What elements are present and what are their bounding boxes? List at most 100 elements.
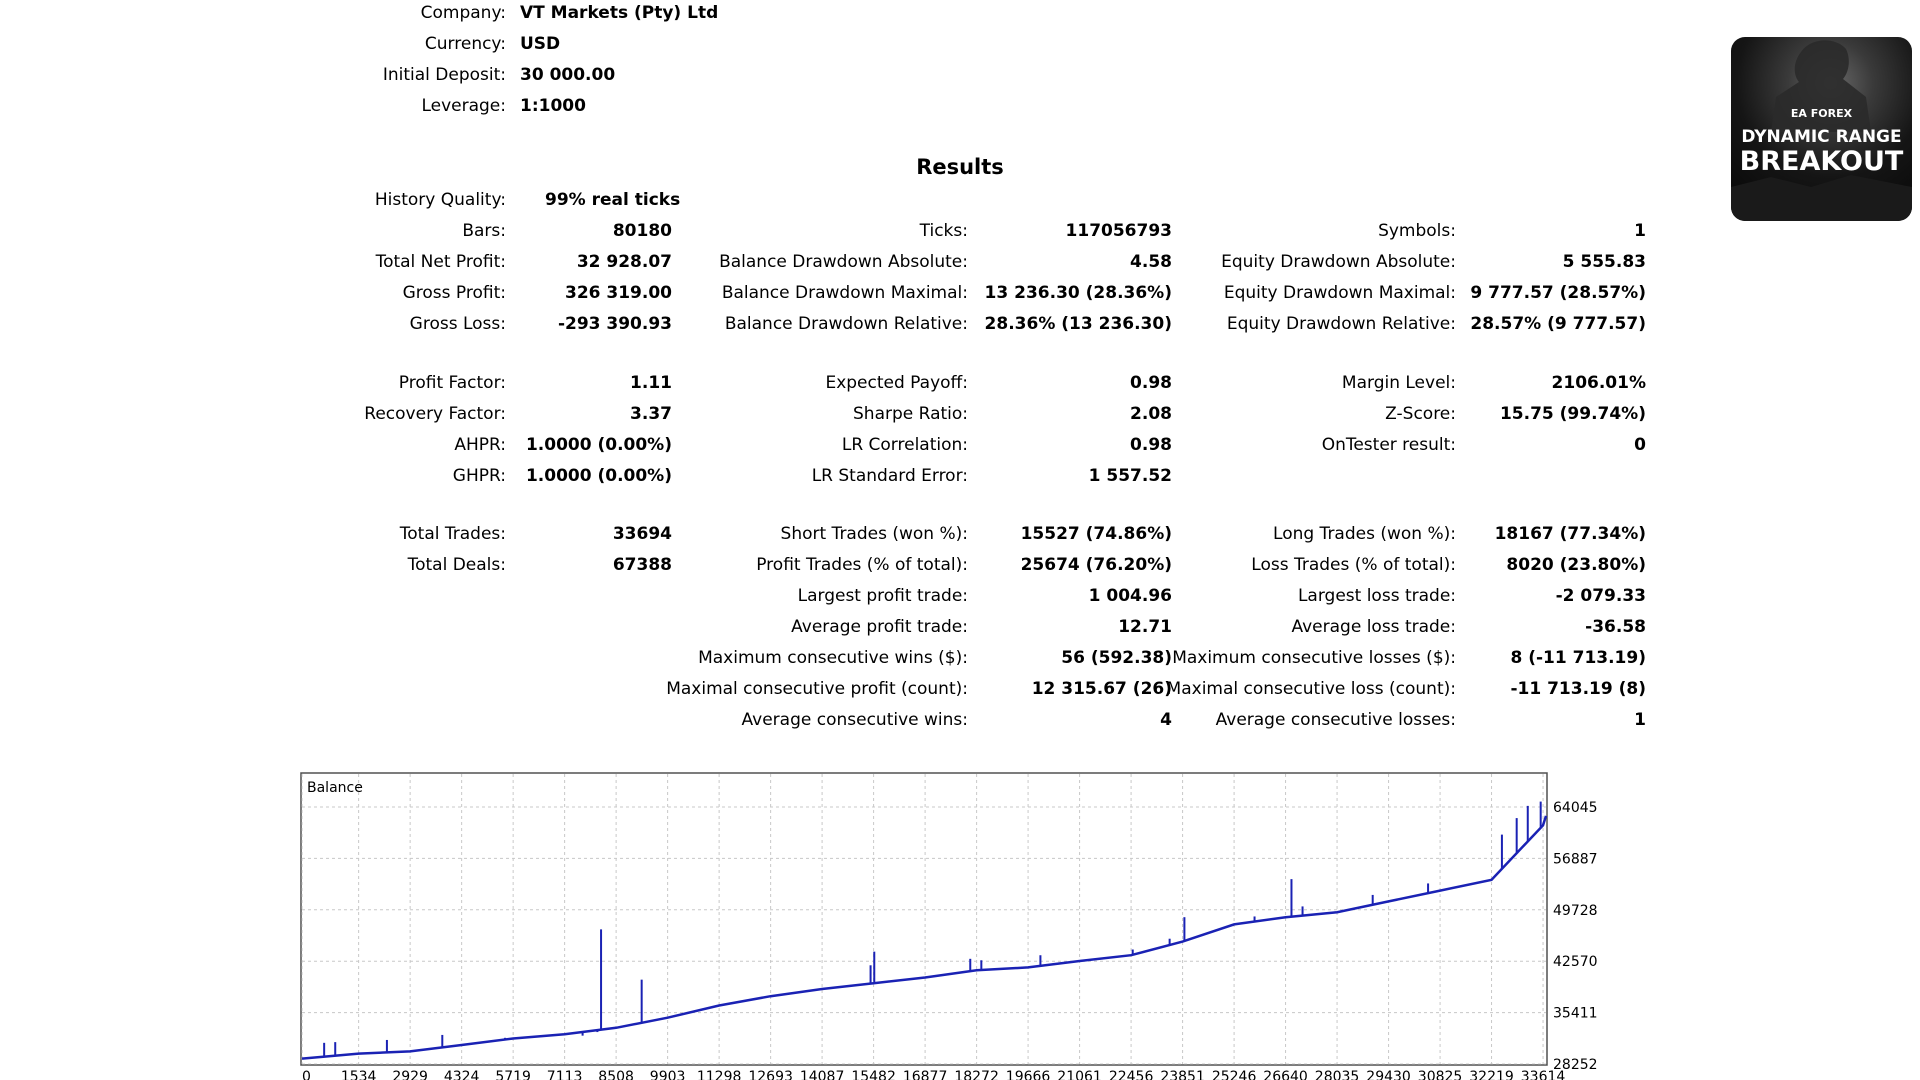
chart-frame — [300, 772, 1548, 1066]
stat-value: 2106.01% — [1551, 373, 1646, 393]
stat-value: 0.98 — [1130, 373, 1172, 393]
stat-label: Total Trades: — [399, 524, 506, 544]
stat-value: 28.36% (13 236.30) — [984, 314, 1172, 334]
stat-value: 15527 (74.86%) — [1020, 524, 1172, 544]
currency-value: USD — [520, 34, 561, 54]
stat-value: 15.75 (99.74%) — [1499, 404, 1646, 424]
stat-value: -11 713.19 (8) — [1510, 679, 1646, 699]
stat-label: Equity Drawdown Relative: — [1226, 314, 1456, 334]
x-tick-label: 18272 — [954, 1069, 999, 1080]
stat-label: Total Net Profit: — [375, 252, 506, 272]
stat-label: Largest profit trade: — [797, 586, 968, 606]
x-tick-label: 32219 — [1469, 1069, 1514, 1080]
x-tick-label: 16877 — [903, 1069, 948, 1080]
stat-label: Gross Loss: — [409, 314, 506, 334]
x-tick-label: 25246 — [1212, 1069, 1257, 1080]
stat-value: -293 390.93 — [557, 314, 672, 334]
stat-value: 5 555.83 — [1562, 252, 1646, 272]
stat-value: -36.58 — [1585, 617, 1646, 637]
chart-x-axis: 0 1534 2929 4324 5719 7113 8508 9903 11298 12693 1… — [302, 1069, 1565, 1080]
stat-label: OnTester result: — [1321, 435, 1456, 455]
stat-label: Largest loss trade: — [1297, 586, 1456, 606]
currency-label: Currency: — [424, 34, 506, 54]
stat-value: -2 079.33 — [1555, 586, 1646, 606]
stat-label: Average profit trade: — [791, 617, 968, 637]
stat-value: 8 (-11 713.19) — [1510, 648, 1646, 668]
stat-value: 1.0000 (0.00%) — [525, 435, 672, 455]
stat-label: Margin Level: — [1341, 373, 1456, 393]
stat-label: Maximum consecutive wins ($): — [698, 648, 968, 668]
stat-value: 1.0000 (0.00%) — [525, 466, 672, 486]
stat-label: Expected Payoff: — [825, 373, 968, 393]
x-tick-label: 30825 — [1418, 1069, 1463, 1080]
logo-line-2: DYNAMIC RANGE — [1741, 127, 1902, 147]
brand-logo: EA FOREX DYNAMIC RANGE BREAKOUT — [1731, 37, 1912, 221]
stat-value: 13 236.30 (28.36%) — [984, 283, 1172, 303]
stat-label: Balance Drawdown Maximal: — [721, 283, 968, 303]
stat-label: Average loss trade: — [1291, 617, 1456, 637]
stat-value: 12.71 — [1118, 617, 1172, 637]
stat-label: Profit Trades (% of total): — [756, 555, 968, 575]
stat-value: 28.57% (9 777.57) — [1470, 314, 1646, 334]
chart-title: Balance — [307, 780, 363, 796]
stat-label: Bars: — [462, 221, 506, 241]
stat-value: 1 004.96 — [1088, 586, 1172, 606]
x-tick-label: 28035 — [1315, 1069, 1360, 1080]
deposit-value: 30 000.00 — [520, 65, 616, 85]
stat-value: 12 315.67 (26) — [1031, 679, 1172, 699]
stat-value: 4.58 — [1130, 252, 1172, 272]
logo-line-1: EA FOREX — [1790, 107, 1853, 120]
x-tick-label: 26640 — [1263, 1069, 1308, 1080]
stat-value: 56 (592.38) — [1061, 648, 1172, 668]
chart-grid — [301, 774, 1546, 1065]
x-tick-label: 8508 — [598, 1069, 634, 1080]
x-tick-label: 19666 — [1006, 1069, 1051, 1080]
x-tick-label: 5719 — [495, 1069, 531, 1080]
stat-label: Recovery Factor: — [364, 404, 506, 424]
y-tick-label: 49728 — [1553, 903, 1598, 919]
stat-label: Sharpe Ratio: — [853, 404, 968, 424]
stat-label: Equity Drawdown Maximal: — [1223, 283, 1456, 303]
stat-value: 3.37 — [630, 404, 672, 424]
stat-value: 0.98 — [1130, 435, 1172, 455]
stat-label: Average consecutive wins: — [741, 710, 968, 730]
stat-label: LR Correlation: — [841, 435, 968, 455]
history-quality-label: History Quality: — [374, 190, 506, 210]
stat-label: Balance Drawdown Absolute: — [719, 252, 968, 272]
x-tick-label: 22456 — [1109, 1069, 1154, 1080]
stat-label: Profit Factor: — [398, 373, 506, 393]
x-tick-label: 29430 — [1366, 1069, 1411, 1080]
stat-value: 2.08 — [1130, 404, 1172, 424]
stat-label: Balance Drawdown Relative: — [724, 314, 968, 334]
y-tick-label: 56887 — [1553, 851, 1598, 867]
soldier-silhouette-icon — [1731, 40, 1912, 221]
stat-label: Loss Trades (% of total): — [1251, 555, 1456, 575]
x-tick-label: 23851 — [1160, 1069, 1205, 1080]
stat-label: Maximum consecutive losses ($): — [1172, 648, 1456, 668]
x-tick-label: 11298 — [697, 1069, 742, 1080]
deposit-label: Initial Deposit: — [382, 65, 506, 85]
y-tick-label: 35411 — [1553, 1006, 1598, 1022]
stat-label: GHPR: — [452, 466, 506, 486]
chart-y-axis: 28252 35411 42570 49728 56887 64045 — [1553, 800, 1598, 1073]
stat-value: 0 — [1634, 435, 1646, 455]
stat-label: LR Standard Error: — [811, 466, 968, 486]
x-tick-label: 14087 — [800, 1069, 845, 1080]
x-tick-label: 33614 — [1521, 1069, 1566, 1080]
stat-label: Symbols: — [1378, 221, 1456, 241]
stat-label: Average consecutive losses: — [1215, 710, 1456, 730]
stat-value: 1 — [1634, 710, 1646, 730]
leverage-value: 1:1000 — [520, 96, 586, 116]
stat-label: AHPR: — [454, 435, 506, 455]
stat-label: Z-Score: — [1385, 404, 1456, 424]
stat-value: 25674 (76.20%) — [1020, 555, 1172, 575]
balance-series-line — [301, 815, 1548, 1060]
stat-label: Maximal consecutive profit (count): — [666, 679, 968, 699]
y-tick-label: 64045 — [1553, 800, 1598, 816]
stat-label: Total Deals: — [407, 555, 506, 575]
stat-value: 1 557.52 — [1088, 466, 1172, 486]
x-tick-label: 2929 — [392, 1069, 428, 1080]
stat-label: Equity Drawdown Absolute: — [1221, 252, 1456, 272]
x-tick-label: 9903 — [650, 1069, 686, 1080]
